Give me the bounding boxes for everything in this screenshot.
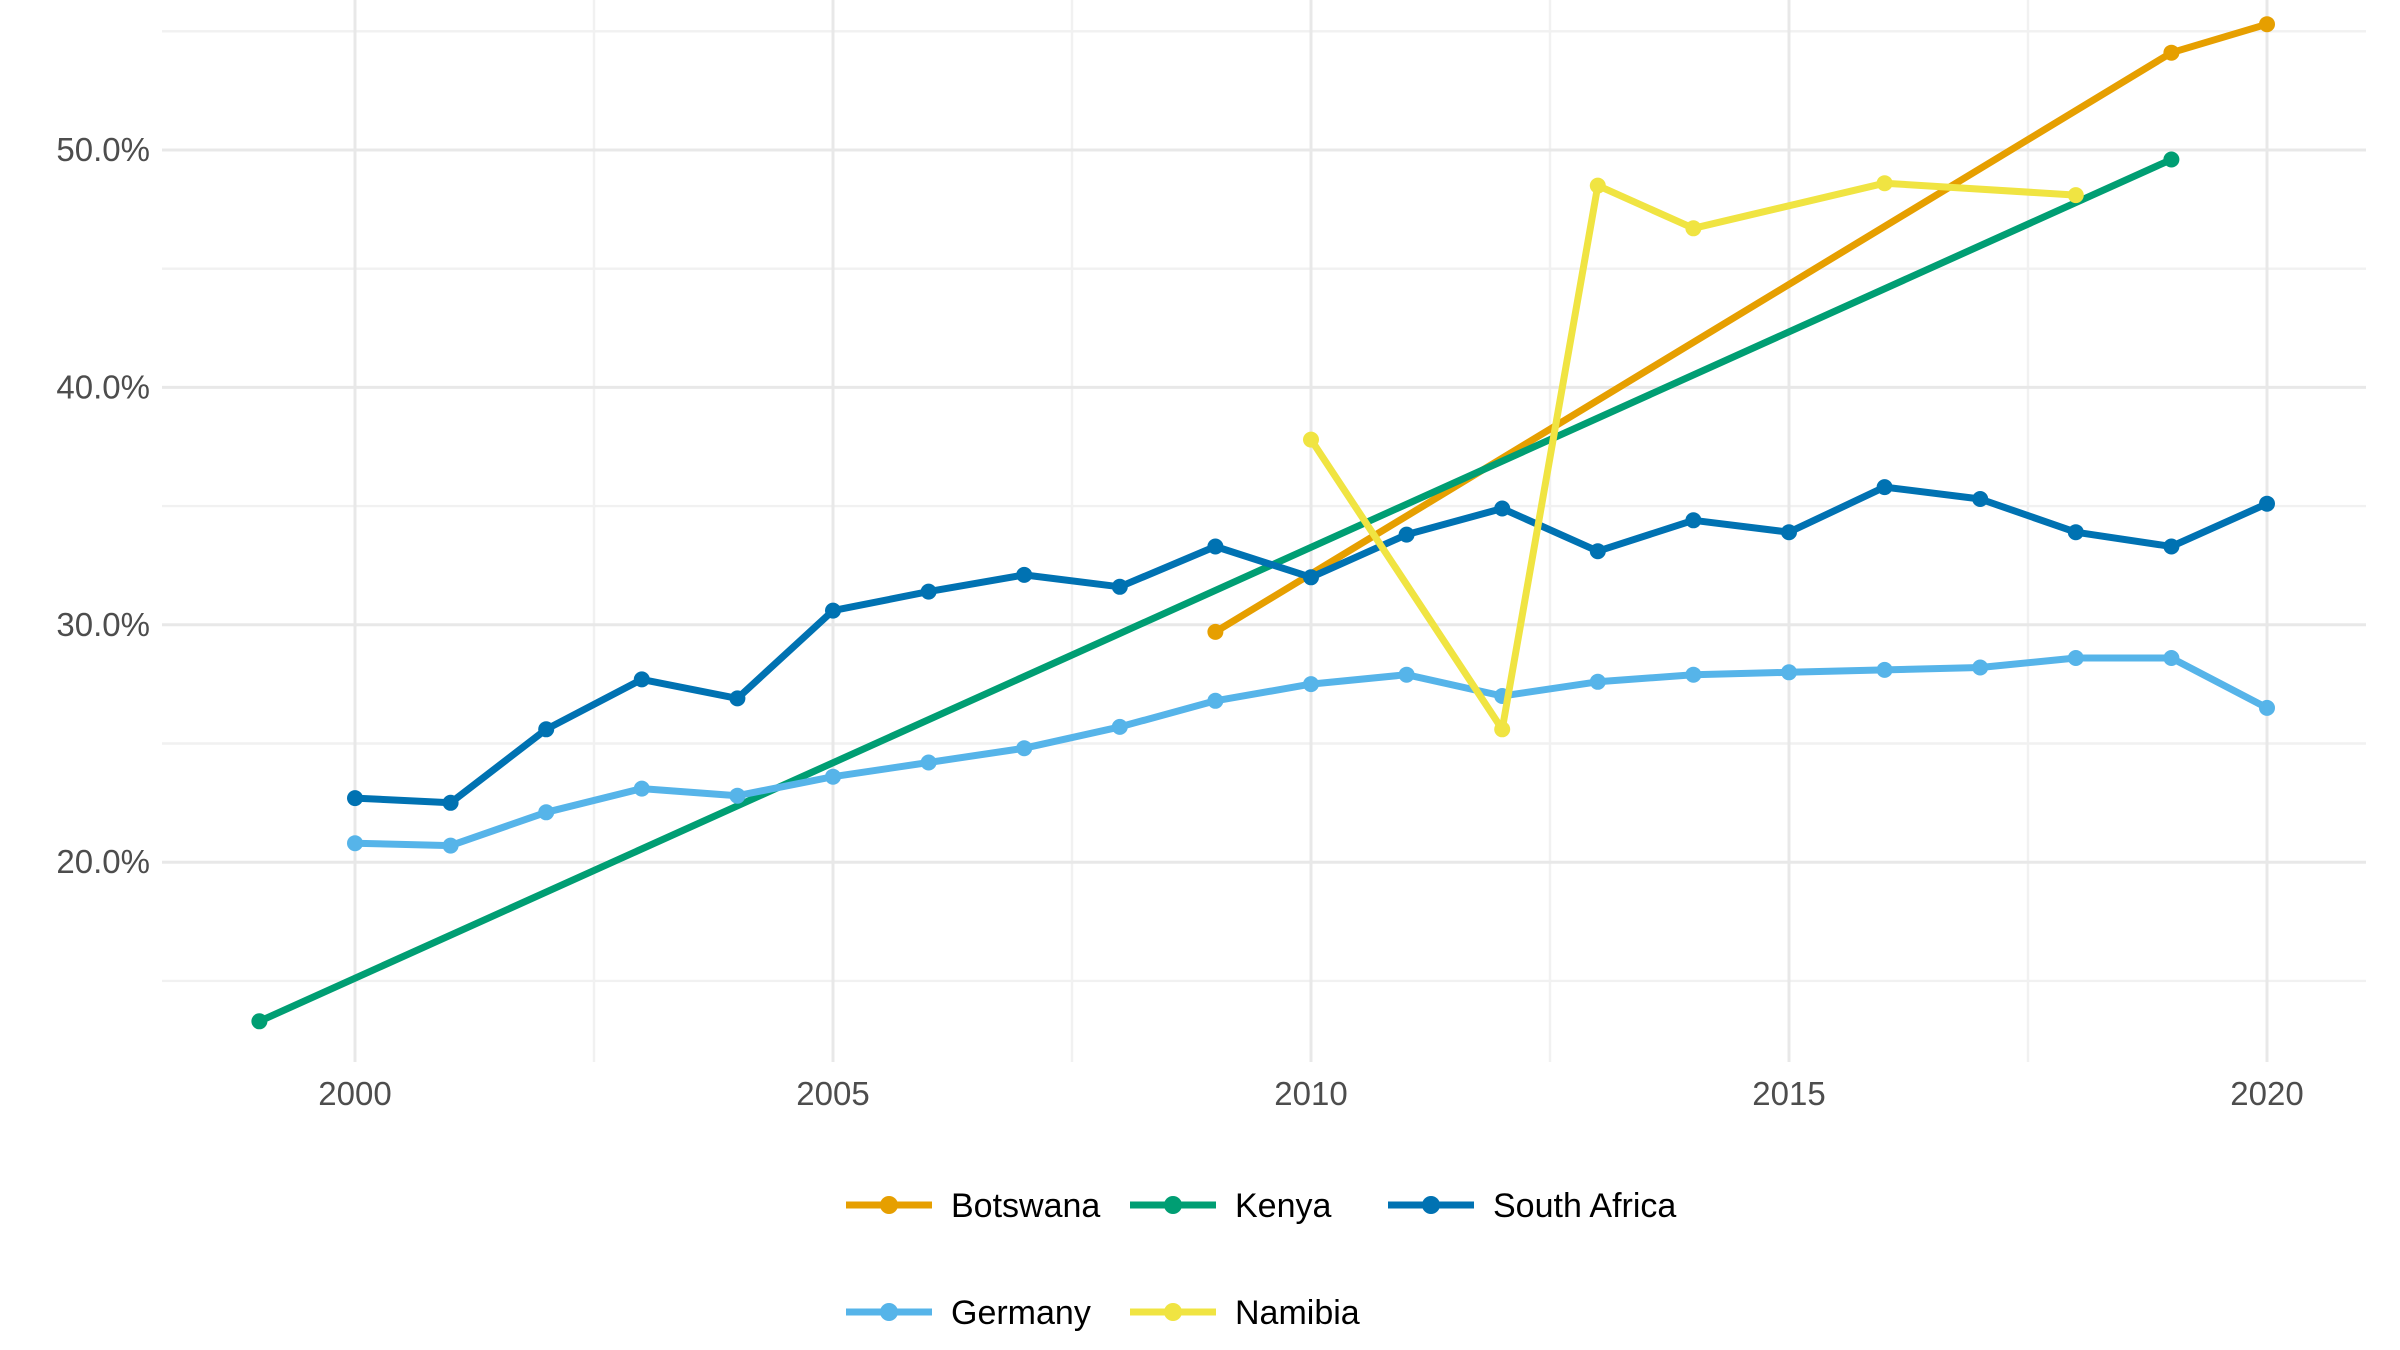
- data-point-germany-2006: [920, 754, 937, 771]
- legend-item-germany: Germany: [846, 1294, 1091, 1332]
- legend-key-point-south-africa: [1422, 1196, 1440, 1214]
- data-point-germany-2008: [1111, 718, 1128, 735]
- x-tick-label: 2005: [796, 1075, 869, 1112]
- data-point-botswana-2020: [2259, 16, 2275, 33]
- data-point-germany-2019: [2163, 650, 2180, 666]
- legend-label-namibia: Namibia: [1235, 1294, 1360, 1332]
- data-point-south-africa-2018: [2067, 524, 2084, 541]
- data-point-germany-2004: [729, 787, 746, 804]
- data-point-south-africa-2006: [920, 583, 937, 600]
- data-point-germany-2017: [1972, 659, 1989, 676]
- data-point-south-africa-2003: [633, 671, 650, 688]
- data-point-germany-2015: [1781, 664, 1797, 681]
- legend-item-kenya: Kenya: [1130, 1187, 1331, 1225]
- legend-item-south-africa: South Africa: [1388, 1187, 1676, 1225]
- data-point-germany-2013: [1589, 673, 1606, 690]
- data-point-south-africa-2001: [442, 794, 459, 811]
- data-point-south-africa-2014: [1685, 512, 1702, 529]
- legend: Botswana Kenya South Africa Germany Namibia: [846, 1187, 1676, 1332]
- legend-key-point-germany: [880, 1303, 898, 1321]
- legend-key-point-botswana: [880, 1196, 898, 1214]
- data-point-south-africa-2009: [1207, 538, 1224, 555]
- x-tick-label: 2020: [2230, 1075, 2303, 1112]
- data-point-namibia-2012: [1494, 721, 1511, 738]
- data-point-namibia-2016: [1876, 175, 1893, 192]
- y-tick-label: 30.0%: [56, 606, 150, 643]
- data-point-germany-2014: [1685, 666, 1702, 683]
- data-point-germany-2016: [1876, 661, 1893, 678]
- data-point-kenya-2019: [2163, 151, 2180, 168]
- data-point-south-africa-2004: [729, 690, 746, 707]
- data-point-south-africa-2005: [825, 602, 841, 619]
- y-axis-labels: 50.0% 40.0% 30.0% 20.0%: [56, 131, 150, 880]
- data-point-south-africa-2007: [1016, 566, 1033, 583]
- legend-item-botswana: Botswana: [846, 1187, 1100, 1225]
- data-point-germany-2000: [347, 835, 363, 852]
- data-point-germany-2002: [538, 804, 555, 821]
- data-point-namibia-2014: [1685, 220, 1702, 237]
- legend-key-point-namibia: [1164, 1303, 1182, 1321]
- data-point-botswana-2019: [2163, 44, 2180, 61]
- y-tick-label: 40.0%: [56, 368, 150, 405]
- data-point-namibia-2018: [2067, 187, 2084, 204]
- data-point-south-africa-2016: [1876, 479, 1893, 496]
- data-point-germany-2018: [2067, 650, 2084, 666]
- data-point-botswana-2009: [1207, 623, 1224, 640]
- legend-item-namibia: Namibia: [1130, 1294, 1360, 1332]
- data-point-south-africa-2011: [1398, 526, 1415, 543]
- data-point-namibia-2013: [1589, 177, 1606, 194]
- data-point-germany-2009: [1207, 692, 1224, 709]
- data-point-kenya-1999: [251, 1013, 268, 1030]
- data-point-south-africa-2008: [1111, 578, 1128, 595]
- legend-label-germany: Germany: [951, 1294, 1091, 1332]
- data-point-germany-2011: [1398, 666, 1415, 683]
- data-point-south-africa-2000: [347, 790, 363, 807]
- data-point-south-africa-2020: [2259, 495, 2275, 512]
- x-tick-label: 2010: [1274, 1075, 1347, 1112]
- data-point-namibia-2010: [1303, 431, 1319, 448]
- y-tick-label: 50.0%: [56, 131, 150, 168]
- y-tick-label: 20.0%: [56, 843, 150, 880]
- data-point-germany-2020: [2259, 699, 2275, 716]
- data-point-germany-2001: [442, 837, 459, 854]
- data-point-germany-2003: [633, 780, 650, 797]
- data-point-south-africa-2010: [1303, 569, 1319, 586]
- legend-key-point-kenya: [1164, 1196, 1182, 1214]
- series-group: [251, 16, 2275, 1030]
- data-point-germany-2007: [1016, 740, 1033, 757]
- data-point-south-africa-2013: [1589, 543, 1606, 560]
- series-line-namibia: [1307, 179, 2080, 733]
- data-point-germany-2005: [825, 768, 841, 785]
- x-axis-labels: 2000 2005 2010 2015 2020: [318, 1075, 2303, 1112]
- legend-label-south-africa: South Africa: [1493, 1187, 1676, 1225]
- data-point-south-africa-2012: [1494, 500, 1511, 517]
- x-tick-label: 2015: [1752, 1075, 1825, 1112]
- legend-label-kenya: Kenya: [1235, 1187, 1331, 1225]
- x-tick-label: 2000: [318, 1075, 391, 1112]
- data-point-south-africa-2015: [1781, 524, 1797, 541]
- data-point-south-africa-2002: [538, 721, 555, 738]
- legend-label-botswana: Botswana: [951, 1187, 1100, 1225]
- data-point-south-africa-2019: [2163, 538, 2180, 555]
- data-point-south-africa-2017: [1972, 491, 1989, 507]
- data-point-germany-2010: [1303, 676, 1319, 693]
- series-line-kenya: [255, 156, 2175, 1025]
